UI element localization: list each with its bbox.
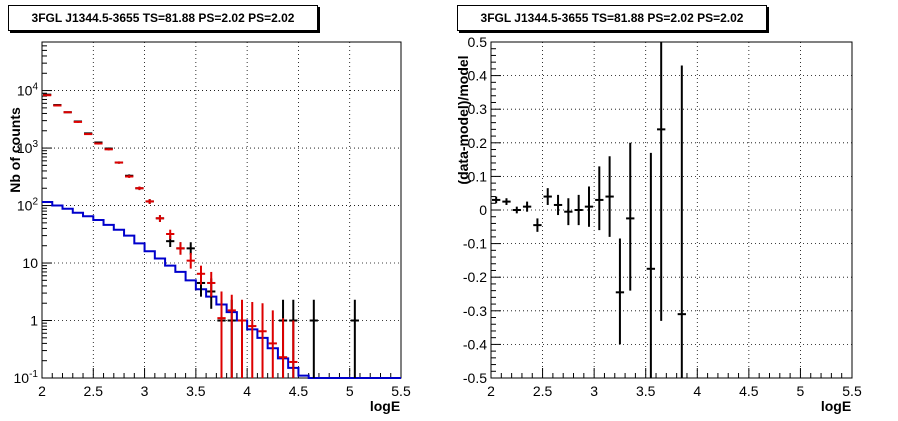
right-y-tick-label: 0.1 [468, 168, 488, 184]
right-y-tick-label: -0.3 [463, 303, 487, 319]
right-y-tick-label: -0.1 [463, 236, 487, 252]
left-y-tick-label: 104 [17, 82, 39, 99]
left-x-tick-label: 3 [141, 383, 149, 399]
right-x-tick-label: 5.5 [842, 383, 862, 399]
right-chart-title: 3FGL J1344.5-3655 TS=81.88 PS=2.02 PS=2.… [457, 5, 767, 31]
right-y-tick-label: 0.2 [468, 135, 488, 151]
left-x-tick-label: 5 [346, 383, 354, 399]
left-y-tick-label: 1 [30, 313, 38, 329]
right-x-tick-label: 4 [693, 383, 701, 399]
left-x-axis-label: logE [370, 398, 400, 414]
right-x-tick-label: 2 [487, 383, 495, 399]
left-x-tick-label: 4 [243, 383, 251, 399]
right-y-tick-label: 0 [479, 202, 487, 218]
right-x-tick-label: 5 [797, 383, 805, 399]
left-y-tick-label: 10 [22, 255, 38, 271]
left-x-tick-label: 5.5 [391, 383, 411, 399]
left-x-tick-label: 3.5 [186, 383, 206, 399]
left-y-axis-label: Nb of counts [7, 107, 23, 193]
right-y-tick-label: 0.3 [468, 101, 488, 117]
right-y-tick-label: -0.2 [463, 269, 487, 285]
right-x-tick-label: 2.5 [533, 383, 553, 399]
right-x-tick-label: 4.5 [739, 383, 759, 399]
right-x-tick-label: 3.5 [636, 383, 656, 399]
right-x-tick-label: 3 [590, 383, 598, 399]
left-x-tick-label: 4.5 [289, 383, 309, 399]
left-y-tick-label: 10-1 [14, 369, 39, 386]
left-y-tick-label: 102 [17, 197, 39, 214]
right-y-tick-label: 0.4 [468, 68, 488, 84]
right-y-axis-label: (data-model)/model [455, 55, 471, 184]
right-chart: 2 2.5 3 3.5 4 4.5 5 5.5 -0.5 -0.4 -0.3 -0.2 -0.1 0 0.1… [455, 34, 862, 414]
right-y-tick-label: -0.5 [463, 370, 487, 386]
left-x-tick-label: 2.5 [84, 383, 104, 399]
left-x-tick-label: 2 [38, 383, 46, 399]
right-y-tick-label: 0.5 [468, 34, 488, 50]
left-chart-title: 3FGL J1344.5-3655 TS=81.88 PS=2.02 PS=2.… [8, 5, 318, 31]
right-x-axis-label: logE [821, 398, 851, 414]
right-y-tick-label: -0.4 [463, 336, 487, 352]
